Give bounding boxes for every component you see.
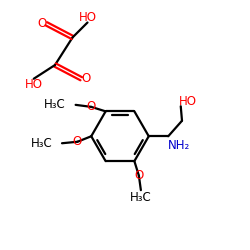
Text: HO: HO — [179, 95, 197, 108]
Text: HO: HO — [25, 78, 43, 91]
Text: H₃C: H₃C — [130, 191, 152, 204]
Text: NH₂: NH₂ — [168, 139, 190, 152]
Text: H₃C: H₃C — [31, 137, 52, 150]
Text: H₃C: H₃C — [44, 98, 66, 111]
Text: O: O — [86, 100, 96, 113]
Text: HO: HO — [78, 11, 96, 24]
Text: O: O — [73, 135, 82, 148]
Text: O: O — [81, 72, 90, 85]
Text: O: O — [134, 169, 143, 182]
Text: O: O — [37, 17, 46, 30]
